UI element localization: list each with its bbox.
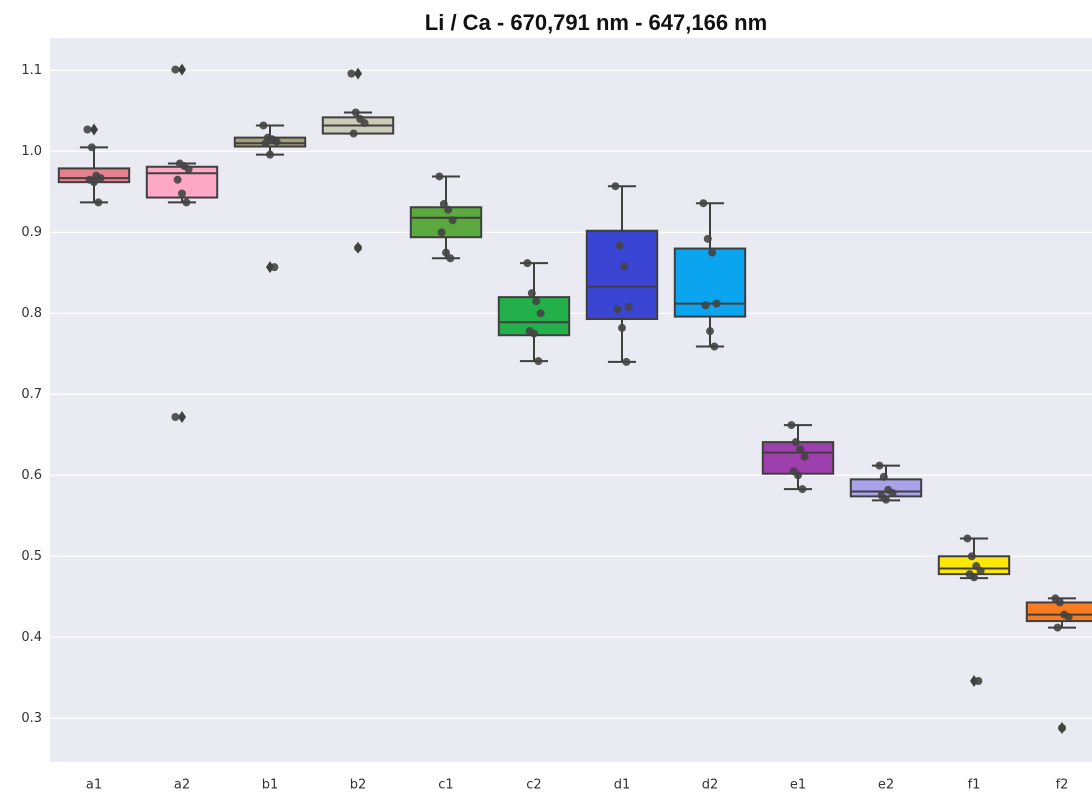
strip-point: [970, 573, 978, 582]
x-tick-label: b2: [350, 778, 367, 793]
strip-point: [875, 461, 884, 470]
x-tick-label: c1: [438, 778, 453, 793]
strip-point: [446, 254, 455, 263]
x-tick-label: a1: [86, 778, 102, 793]
strip-point: [791, 438, 800, 447]
strip-point: [347, 69, 356, 78]
strip-point: [534, 357, 543, 366]
strip-point: [611, 182, 620, 191]
strip-point: [532, 297, 541, 306]
strip-point: [879, 472, 888, 481]
strip-point: [354, 243, 362, 252]
x-tick-label: d1: [614, 778, 631, 793]
strip-point: [96, 174, 105, 183]
strip-point: [710, 342, 719, 351]
strip-point: [523, 259, 532, 268]
strip-point: [882, 495, 890, 504]
strip-point: [266, 150, 274, 159]
strip-point: [94, 198, 103, 207]
chart-title: Li / Ca - 670,791 nm - 647,166 nm: [425, 10, 767, 35]
strip-point: [798, 485, 807, 494]
x-tick-label: e1: [790, 778, 806, 793]
flier: [178, 63, 186, 76]
strip-point: [615, 241, 624, 250]
strip-point: [351, 108, 360, 117]
strip-point: [620, 262, 629, 271]
y-tick-label: 0.4: [21, 630, 42, 645]
strip-point: [703, 234, 712, 243]
y-tick-label: 0.9: [21, 225, 42, 240]
strip-point: [618, 323, 626, 332]
strip-point: [1053, 623, 1062, 632]
strip-point: [435, 172, 444, 181]
y-tick-label: 0.6: [21, 468, 42, 483]
strip-point: [787, 421, 796, 430]
strip-point: [261, 139, 270, 148]
strip-point: [967, 552, 976, 561]
strip-point: [699, 199, 708, 208]
strip-point: [708, 248, 717, 257]
strip-point: [87, 143, 96, 152]
strip-point: [701, 301, 710, 310]
strip-point: [963, 534, 972, 543]
strip-point: [444, 205, 453, 214]
strip-point: [800, 452, 809, 461]
plot-background: [50, 38, 1092, 762]
strip-point: [622, 357, 631, 366]
strip-point: [178, 189, 186, 198]
box: [673, 247, 747, 318]
strip-point: [712, 299, 721, 308]
strip-point: [888, 489, 897, 498]
strip-point: [624, 302, 633, 311]
strip-point: [536, 309, 545, 318]
strip-point: [173, 175, 182, 184]
strip-point: [794, 471, 802, 480]
x-tick-label: f2: [1056, 778, 1069, 793]
flier: [354, 67, 362, 80]
strip-point: [1055, 598, 1064, 607]
x-tick-label: b1: [262, 778, 279, 793]
strip-point: [448, 216, 457, 225]
strip-point: [171, 65, 180, 74]
x-tick-label: e2: [878, 778, 894, 793]
y-tick-label: 0.7: [21, 387, 42, 402]
x-tick-label: f1: [968, 778, 981, 793]
strip-point: [90, 178, 98, 187]
strip-point: [171, 413, 180, 422]
strip-point: [613, 305, 622, 314]
strip-point: [706, 327, 714, 336]
strip-point: [349, 129, 358, 138]
strip-point: [442, 248, 450, 257]
x-tick-label: a2: [174, 778, 190, 793]
flier: [178, 411, 186, 424]
strip-point: [184, 165, 193, 174]
strip-point: [182, 198, 191, 207]
strip-point: [530, 329, 538, 338]
strip-point: [360, 119, 369, 128]
y-tick-label: 1.1: [21, 63, 42, 78]
strip-point: [796, 445, 805, 454]
y-tick-label: 1.0: [21, 144, 42, 159]
flier: [90, 123, 98, 136]
strip-point: [1064, 613, 1073, 622]
strip-point: [259, 121, 268, 130]
y-tick-label: 0.8: [21, 306, 42, 321]
x-tick-label: d2: [702, 778, 719, 793]
strip-point: [976, 566, 985, 575]
strip-point: [1058, 723, 1066, 732]
y-tick-label: 0.3: [21, 711, 42, 726]
strip-point: [437, 228, 446, 237]
plot-area: [50, 63, 1092, 734]
strip-point: [439, 200, 448, 209]
strip-point: [527, 289, 536, 298]
strip-point: [270, 263, 279, 272]
strip-point: [272, 137, 281, 146]
y-tick-label: 0.5: [21, 549, 42, 564]
strip-point: [974, 677, 983, 686]
x-tick-label: c2: [526, 778, 541, 793]
strip-point: [83, 125, 92, 134]
